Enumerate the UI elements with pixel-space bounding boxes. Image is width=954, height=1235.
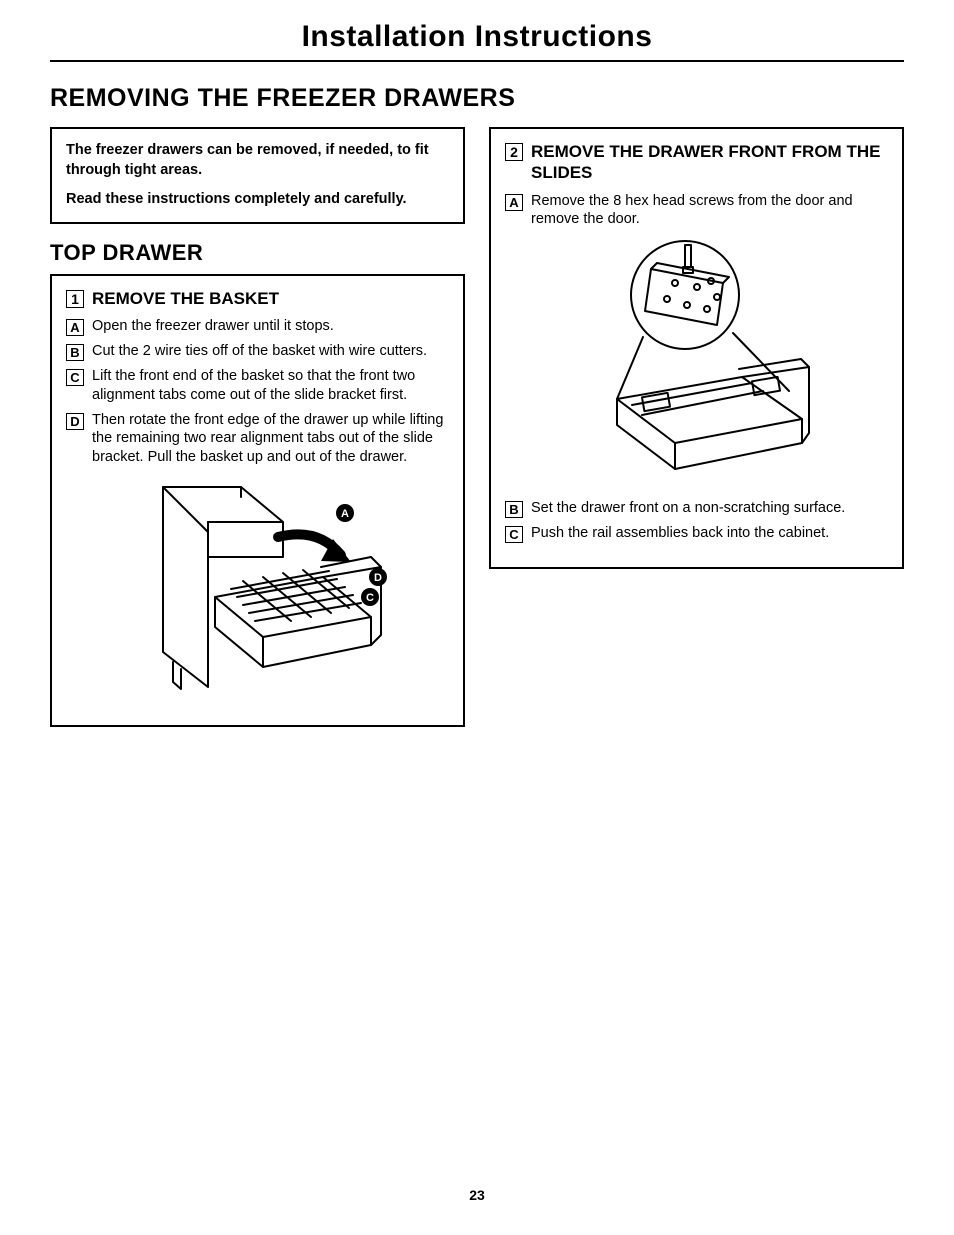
- callout-c: C: [366, 592, 374, 604]
- callout-d: D: [374, 572, 382, 584]
- letter-badge-a: A: [66, 319, 84, 336]
- step-1-head: 1 REMOVE THE BASKET: [66, 288, 449, 309]
- page-number: 23: [0, 1187, 954, 1203]
- content-columns: The freezer drawers can be removed, if n…: [50, 127, 904, 727]
- intro-paragraph-1: The freezer drawers can be removed, if n…: [66, 141, 449, 180]
- step-2-title: REMOVE THE DRAWER FRONT FROM THE SLIDES: [531, 141, 888, 184]
- top-drawer-heading: TOP DRAWER: [50, 240, 465, 266]
- substep-2b-text: Set the drawer front on a non-scratching…: [531, 499, 845, 518]
- substep-2a: A Remove the 8 hex head screws from the …: [505, 192, 888, 230]
- step-1-title: REMOVE THE BASKET: [92, 288, 279, 309]
- right-column: 2 REMOVE THE DRAWER FRONT FROM THE SLIDE…: [489, 127, 904, 727]
- step-1-box: 1 REMOVE THE BASKET A Open the freezer d…: [50, 274, 465, 727]
- substep-d: D Then rotate the front edge of the draw…: [66, 411, 449, 468]
- letter-badge-c: C: [505, 526, 523, 543]
- substep-2c-text: Push the rail assemblies back into the c…: [531, 524, 829, 543]
- letter-badge-a: A: [505, 194, 523, 211]
- substep-c-text: Lift the front end of the basket so that…: [92, 367, 449, 405]
- step-number-badge: 1: [66, 290, 84, 308]
- substep-a-text: Open the freezer drawer until it stops.: [92, 317, 334, 336]
- step-2-box: 2 REMOVE THE DRAWER FRONT FROM THE SLIDE…: [489, 127, 904, 569]
- substep-c: C Lift the front end of the basket so th…: [66, 367, 449, 405]
- page-title: Installation Instructions: [50, 20, 904, 62]
- substep-b-text: Cut the 2 wire ties off of the basket wi…: [92, 342, 427, 361]
- step-number-badge: 2: [505, 143, 523, 161]
- letter-badge-c: C: [66, 369, 84, 386]
- letter-badge-b: B: [505, 501, 523, 518]
- section-heading: REMOVING THE FREEZER DRAWERS: [50, 84, 904, 113]
- substep-2b: B Set the drawer front on a non-scratchi…: [505, 499, 888, 518]
- substep-a: A Open the freezer drawer until it stops…: [66, 317, 449, 336]
- letter-badge-d: D: [66, 413, 84, 430]
- drawer-front-illustration: [557, 239, 837, 489]
- basket-removal-illustration: A D C: [123, 477, 393, 707]
- substep-2c: C Push the rail assemblies back into the…: [505, 524, 888, 543]
- left-column: The freezer drawers can be removed, if n…: [50, 127, 465, 727]
- callout-a: A: [341, 508, 349, 520]
- intro-paragraph-2: Read these instructions completely and c…: [66, 190, 449, 210]
- substep-b: B Cut the 2 wire ties off of the basket …: [66, 342, 449, 361]
- step-2-head: 2 REMOVE THE DRAWER FRONT FROM THE SLIDE…: [505, 141, 888, 184]
- substep-2a-text: Remove the 8 hex head screws from the do…: [531, 192, 888, 230]
- letter-badge-b: B: [66, 344, 84, 361]
- substep-d-text: Then rotate the front edge of the drawer…: [92, 411, 449, 468]
- intro-box: The freezer drawers can be removed, if n…: [50, 127, 465, 224]
